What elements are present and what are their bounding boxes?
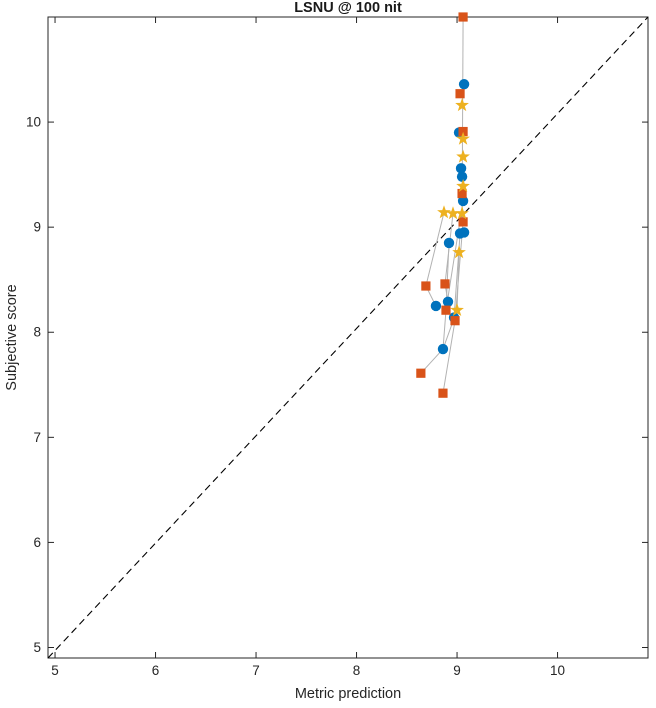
square-marker bbox=[457, 188, 467, 199]
star-marker bbox=[456, 179, 470, 192]
star-marker bbox=[456, 131, 470, 145]
star-marker bbox=[452, 245, 466, 259]
star-marker bbox=[456, 149, 470, 163]
star-marker bbox=[446, 206, 460, 220]
plot-area: 5 6 7 8 9 10 5 6 7 8 9 10 bbox=[26, 12, 649, 678]
y-tick-label: 6 bbox=[33, 535, 41, 550]
square-marker bbox=[421, 281, 431, 291]
square-marker bbox=[438, 388, 448, 398]
square-marker bbox=[455, 89, 465, 99]
star-marker bbox=[455, 98, 469, 112]
circle-marker bbox=[437, 343, 449, 355]
y-tick-label: 7 bbox=[33, 430, 41, 445]
x-tick-label: 9 bbox=[453, 663, 461, 678]
circle-marker bbox=[458, 227, 470, 238]
square-marker bbox=[450, 316, 460, 326]
square-marker bbox=[458, 126, 468, 137]
y-tick-label: 9 bbox=[33, 220, 41, 235]
square-marker bbox=[440, 279, 450, 289]
square-marker bbox=[458, 12, 468, 22]
x-tick-label: 10 bbox=[550, 663, 565, 678]
circle-marker bbox=[457, 195, 469, 207]
link-line bbox=[420, 200, 464, 374]
square-marker bbox=[458, 217, 468, 227]
star-marker bbox=[437, 205, 451, 219]
plot-box bbox=[47, 16, 649, 659]
circle-marker bbox=[456, 171, 468, 182]
circle-marker bbox=[430, 300, 442, 312]
square-marker bbox=[441, 305, 451, 315]
circle-marker bbox=[443, 237, 455, 249]
y-axis-label: Subjective score bbox=[4, 284, 20, 390]
identity-line bbox=[47, 16, 649, 659]
circle-marker bbox=[458, 79, 470, 90]
y-tick-label: 10 bbox=[26, 115, 41, 130]
y-tick-label: 5 bbox=[33, 640, 41, 655]
star-marker bbox=[455, 206, 469, 220]
chart-title: LSNU @ 100 nit bbox=[294, 0, 402, 16]
x-axis-label: Metric prediction bbox=[295, 686, 401, 702]
x-tick-label: 6 bbox=[152, 663, 160, 678]
x-tick-label: 7 bbox=[252, 663, 260, 678]
x-tick-label: 5 bbox=[51, 663, 59, 678]
x-tick-label: 8 bbox=[353, 663, 361, 678]
square-marker bbox=[416, 368, 426, 378]
star-marker bbox=[450, 303, 464, 316]
link-line bbox=[425, 212, 445, 307]
circle-marker bbox=[455, 163, 467, 174]
circle-marker bbox=[442, 296, 454, 307]
y-tick-label: 8 bbox=[33, 325, 41, 340]
